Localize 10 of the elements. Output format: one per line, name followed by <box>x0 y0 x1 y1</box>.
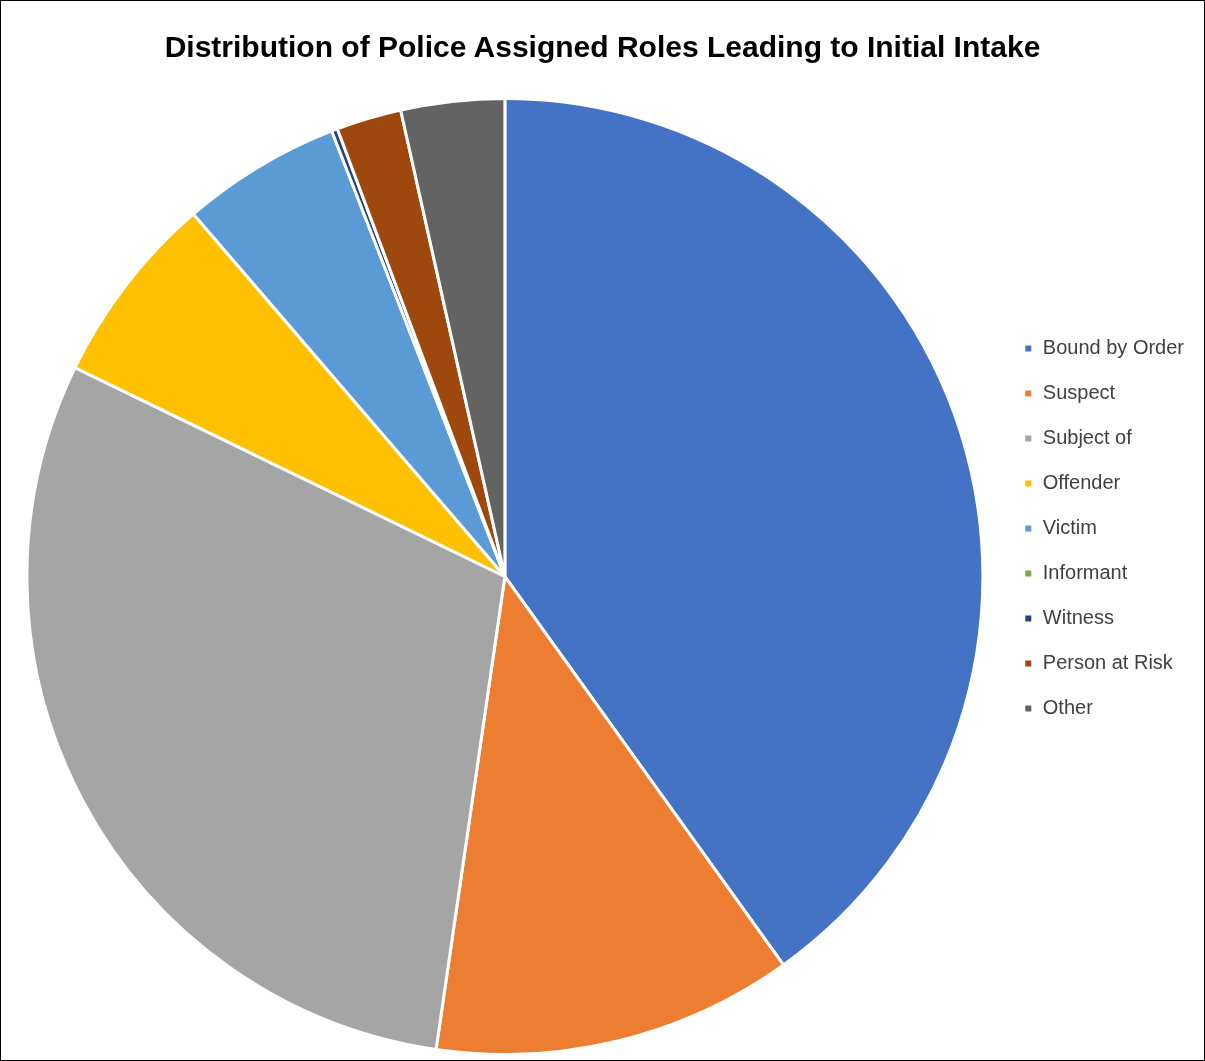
legend-label: Informant <box>1042 561 1128 584</box>
legend-label: Other <box>1042 696 1094 719</box>
chart-title: Distribution of Police Assigned Roles Leading to Initial Intake <box>164 30 1041 64</box>
legend-label: Victim <box>1042 516 1097 539</box>
legend-label: Subject of <box>1042 426 1133 449</box>
legend-label: Bound by Order <box>1042 336 1185 359</box>
legend-label: Suspect <box>1042 381 1116 404</box>
legend-label: Person at Risk <box>1042 651 1174 674</box>
legend-label: Witness <box>1042 606 1114 629</box>
legend-label: Offender <box>1042 471 1121 494</box>
